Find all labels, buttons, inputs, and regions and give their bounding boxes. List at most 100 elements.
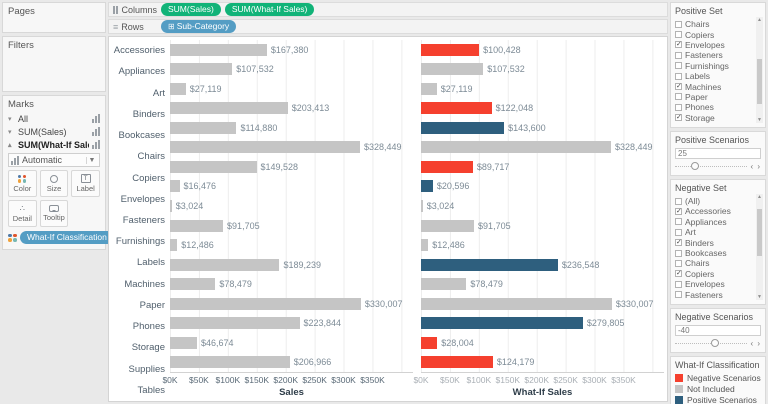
bar[interactable]: [170, 239, 178, 252]
bar[interactable]: [421, 160, 473, 173]
bar[interactable]: [421, 43, 480, 56]
chevron-up-icon[interactable]: ▴: [8, 141, 12, 149]
slider-arrows[interactable]: ‹ ›: [750, 161, 761, 171]
checkbox[interactable]: ✓: [675, 41, 682, 49]
checkbox[interactable]: [675, 93, 682, 101]
legend-item[interactable]: Positive Scenarios: [675, 395, 761, 404]
marks-layer-sales[interactable]: ▾ SUM(Sales): [3, 125, 105, 138]
mark-type-dropdown[interactable]: Automatic ▼: [8, 153, 100, 167]
set-item[interactable]: Chairs: [675, 19, 753, 29]
bar[interactable]: [421, 317, 583, 330]
bar[interactable]: [421, 219, 475, 232]
checkbox[interactable]: [675, 291, 682, 299]
set-item[interactable]: Labels: [675, 71, 753, 81]
slider-track[interactable]: [675, 161, 748, 170]
legend-item[interactable]: Not Included: [675, 384, 761, 395]
set-item[interactable]: Furnishings: [675, 61, 753, 71]
legend-item[interactable]: Negative Scenarios: [675, 373, 761, 384]
bar[interactable]: [170, 160, 257, 173]
set-item[interactable]: Bookcases: [675, 248, 753, 258]
scroll-up-icon[interactable]: ▲: [757, 17, 762, 23]
slider-thumb[interactable]: [690, 161, 699, 170]
bar[interactable]: [170, 82, 186, 95]
set-item[interactable]: ✓ Copiers: [675, 269, 753, 279]
color-button[interactable]: Color: [8, 170, 37, 197]
set-item[interactable]: ✓ Binders: [675, 237, 753, 248]
bar[interactable]: [421, 278, 467, 291]
set-item[interactable]: Chairs: [675, 258, 753, 268]
set-item[interactable]: ✓ Accessories: [675, 206, 753, 216]
set-item[interactable]: ✓ Envelopes: [675, 40, 753, 50]
positive-scenarios-slider[interactable]: ‹ ›: [675, 161, 761, 171]
negative-scenarios-input[interactable]: [675, 324, 761, 336]
bar[interactable]: [170, 297, 361, 310]
checkbox[interactable]: [675, 249, 682, 257]
checkbox[interactable]: [675, 31, 682, 39]
bar[interactable]: [170, 317, 300, 330]
checkbox[interactable]: [675, 62, 682, 70]
checkbox[interactable]: [675, 103, 682, 111]
checkbox[interactable]: [675, 51, 682, 59]
bar[interactable]: [421, 200, 423, 213]
bar[interactable]: [170, 219, 224, 232]
slider-track[interactable]: [675, 338, 748, 347]
sum-sales-pill[interactable]: SUM(Sales): [161, 3, 221, 16]
set-item[interactable]: Fasteners: [675, 50, 753, 60]
set-item[interactable]: Copiers: [675, 29, 753, 40]
checkbox[interactable]: [675, 259, 682, 267]
tooltip-button[interactable]: Tooltip: [39, 200, 69, 227]
filters-shelf[interactable]: Filters: [2, 36, 106, 92]
bar[interactable]: [421, 102, 492, 115]
bar[interactable]: [170, 43, 267, 56]
set-item[interactable]: (All): [675, 196, 753, 206]
set-item[interactable]: ✓ Storage: [675, 113, 753, 123]
bar[interactable]: [170, 336, 197, 349]
checkbox[interactable]: [675, 280, 682, 288]
bar[interactable]: [421, 336, 438, 349]
bar[interactable]: [421, 180, 433, 193]
checkbox[interactable]: [675, 72, 682, 80]
scroll-thumb[interactable]: [757, 208, 762, 257]
pages-shelf[interactable]: Pages: [2, 2, 106, 33]
slider-arrows[interactable]: ‹ ›: [750, 338, 761, 348]
bar[interactable]: [421, 82, 437, 95]
set-item[interactable]: Appliances: [675, 217, 753, 227]
chevron-down-icon[interactable]: ▼: [86, 156, 97, 164]
bar[interactable]: [170, 102, 288, 115]
checkbox[interactable]: [675, 218, 682, 226]
checkbox[interactable]: [675, 20, 682, 28]
marks-layer-all[interactable]: ▾ All: [3, 112, 105, 125]
positive-scenarios-input[interactable]: [675, 147, 761, 159]
sum-whatif-sales-pill[interactable]: SUM(What-If Sales): [224, 3, 315, 16]
rows-shelf[interactable]: ≡ Rows ⊞ Sub-Category: [108, 19, 668, 34]
checkbox[interactable]: ✓: [675, 270, 682, 278]
slider-thumb[interactable]: [710, 338, 719, 347]
checkbox[interactable]: ✓: [675, 114, 682, 122]
chevron-down-icon[interactable]: ▾: [8, 128, 12, 136]
set-item[interactable]: Fasteners: [675, 289, 753, 300]
marks-layer-whatif-sales[interactable]: ▴ SUM(What-If Sales): [3, 138, 105, 151]
chevron-down-icon[interactable]: ▾: [8, 115, 12, 123]
bar[interactable]: [170, 141, 361, 154]
bar[interactable]: [421, 239, 429, 252]
checkbox[interactable]: [675, 228, 682, 236]
set-item[interactable]: Paper: [675, 92, 753, 102]
scroll-down-icon[interactable]: ▼: [757, 293, 762, 300]
bar[interactable]: [170, 258, 280, 271]
checkbox[interactable]: ✓: [675, 207, 682, 215]
scroll-up-icon[interactable]: ▲: [757, 193, 762, 200]
negative-scenarios-slider[interactable]: ‹ ›: [675, 338, 761, 348]
bar[interactable]: [421, 121, 505, 134]
bar[interactable]: [421, 297, 612, 310]
what-if-classification-pill[interactable]: What-If Classification: [20, 231, 114, 244]
bar[interactable]: [170, 356, 290, 369]
size-button[interactable]: Size: [39, 170, 69, 197]
bar[interactable]: [170, 180, 180, 193]
checkbox[interactable]: ✓: [675, 83, 682, 91]
scrollbar[interactable]: ▲ ▼: [756, 193, 763, 300]
bar[interactable]: [170, 63, 233, 76]
checkbox[interactable]: ✓: [675, 239, 682, 247]
bar[interactable]: [170, 200, 172, 213]
bar[interactable]: [421, 63, 484, 76]
bar[interactable]: [421, 258, 558, 271]
